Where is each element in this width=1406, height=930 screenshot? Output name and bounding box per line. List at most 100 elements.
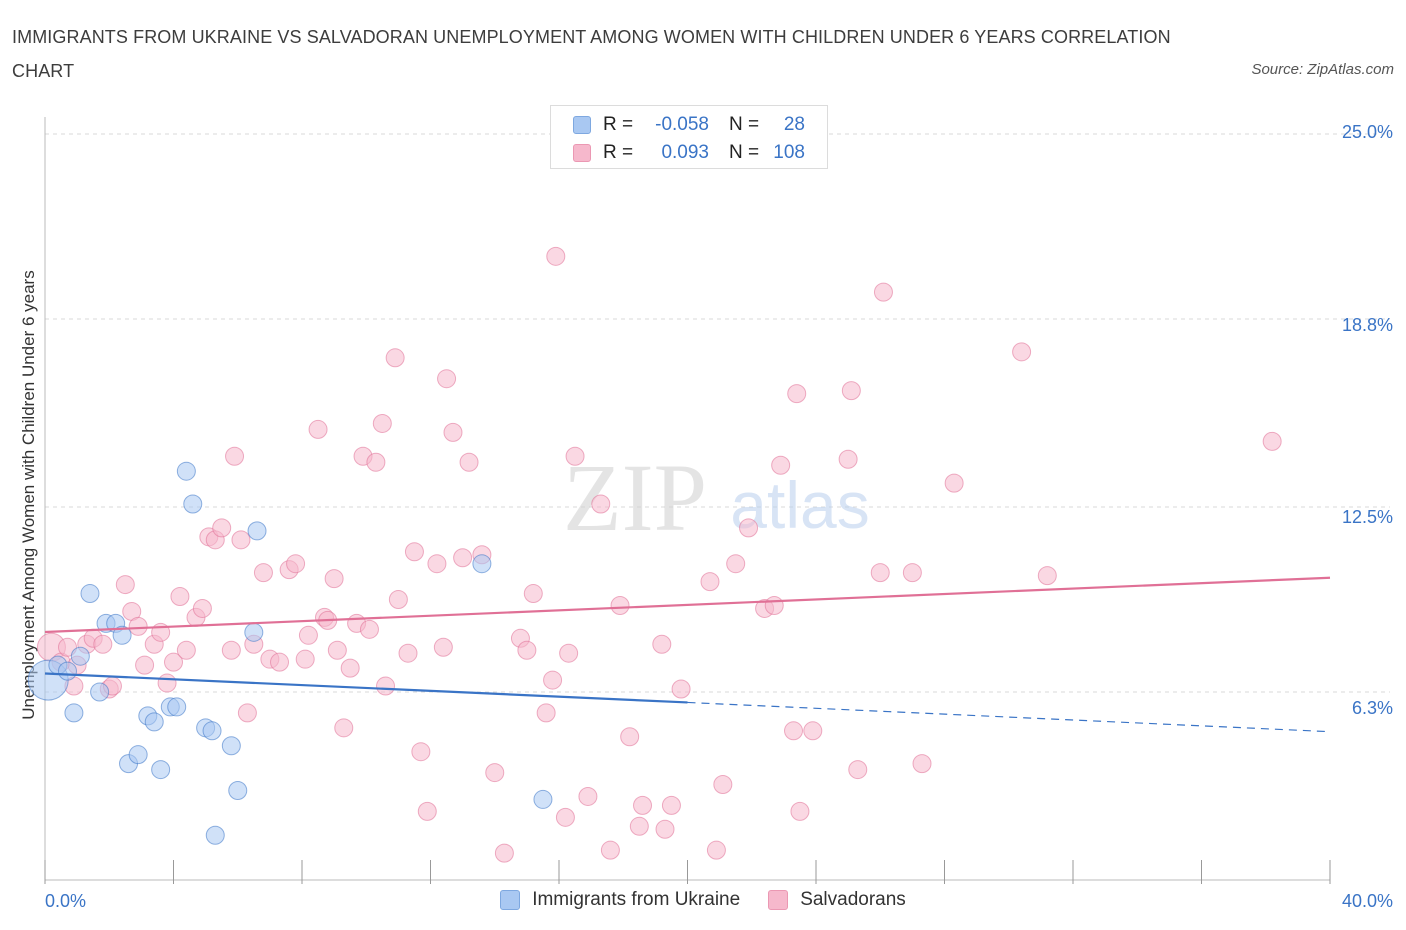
salvadorans-point — [298, 625, 318, 645]
chart-legend: Immigrants from Ukraine Salvadorans — [0, 889, 1406, 911]
legend-item-ukraine[interactable]: Immigrants from Ukraine — [500, 889, 740, 911]
legend-swatch-ukraine — [500, 890, 521, 910]
r-label: R = — [603, 114, 634, 135]
salvadorans-point — [494, 843, 514, 863]
salvadorans-point — [661, 795, 681, 815]
salvadorans-point — [366, 452, 386, 472]
salvadorans-point — [578, 786, 598, 806]
ukraine-point — [167, 697, 187, 717]
x-tick-label-min: 0.0% — [45, 891, 87, 911]
salvadorans-point — [404, 542, 424, 562]
n-value: 28 — [783, 114, 805, 135]
salvadorans-point — [873, 282, 893, 302]
ukraine-point — [221, 736, 241, 756]
salvadorans-point — [591, 494, 611, 514]
salvadorans-point — [411, 742, 431, 762]
salvadorans-point — [327, 640, 347, 660]
ukraine-point — [228, 780, 248, 800]
y-tick-label: 12.5% — [1341, 507, 1393, 527]
legend-item-salvadorans[interactable]: Salvadorans — [768, 889, 906, 911]
correlation-stats-box: R = -0.058 N = 28 R = 0.093 N = 108 — [550, 105, 828, 169]
salvadorans-point — [164, 652, 183, 672]
salvadorans-point — [633, 795, 653, 815]
ukraine-point — [112, 625, 132, 645]
salvadorans-point — [225, 446, 245, 466]
salvadorans-point — [838, 449, 858, 469]
salvadorans-point — [433, 637, 453, 657]
salvadorans-point — [1262, 431, 1282, 451]
source-note: Source: ZipAtlas.com — [1251, 61, 1394, 78]
r-value: -0.058 — [655, 114, 709, 135]
salvadorans-point — [706, 840, 726, 860]
ukraine-trend-extension — [687, 701, 1331, 733]
salvadorans-point — [157, 673, 177, 693]
chart-title: IMMIGRANTS FROM UKRAINE VS SALVADORAN UN… — [12, 27, 1171, 81]
salvadorans-point — [790, 801, 810, 821]
ukraine-point — [151, 760, 171, 780]
salvadorans-point — [610, 595, 630, 615]
ukraine-point — [128, 745, 148, 765]
ukraine-point — [57, 661, 77, 681]
ukraine-point — [176, 461, 196, 481]
ukraine-point — [247, 521, 267, 541]
ukraine-swatch — [573, 116, 591, 134]
legend-label: Immigrants from Ukraine — [532, 889, 741, 910]
salvadorans-point — [600, 840, 620, 860]
salvadorans-point — [295, 649, 315, 669]
salvadorans-point — [803, 721, 823, 741]
salvadorans-point — [784, 721, 804, 741]
salvadorans-point — [739, 518, 759, 538]
salvadorans-point — [443, 422, 463, 442]
n-label: N = — [729, 114, 760, 135]
salvadorans-point — [912, 754, 932, 774]
salvadorans-point — [771, 455, 791, 475]
ukraine-point — [183, 494, 203, 514]
salvadorans-point — [212, 518, 232, 538]
ukraine-point — [90, 682, 110, 702]
watermark-zip: ZIP — [563, 444, 707, 551]
salvadorans-point — [655, 819, 675, 839]
x-tick-label-max: 40.0% — [1341, 891, 1393, 911]
salvadorans-point — [536, 703, 556, 723]
grid-lines — [45, 133, 1390, 693]
salvadorans-point — [944, 473, 964, 493]
ukraine-point — [70, 646, 90, 666]
salvadorans-swatch — [573, 144, 591, 162]
salvadorans-point — [555, 807, 575, 827]
salvadorans-point — [253, 563, 273, 583]
salvadorans-point — [523, 584, 543, 604]
salvadorans-point — [372, 413, 392, 433]
salvadorans-point — [176, 640, 196, 660]
salvadorans-point — [135, 655, 155, 675]
salvadorans-point — [340, 658, 360, 678]
salvadorans-point — [764, 595, 784, 615]
ukraine-trend-line — [44, 672, 688, 704]
legend-swatch-salvadorans — [768, 890, 789, 910]
salvadorans-points — [36, 246, 1282, 863]
ukraine-point — [144, 712, 164, 732]
salvadorans-point — [902, 563, 922, 583]
salvadorans-point — [115, 575, 135, 595]
salvadorans-point — [485, 763, 505, 783]
ukraine-points — [27, 461, 553, 845]
salvadorans-point — [334, 718, 354, 738]
salvadorans-point — [308, 419, 328, 439]
salvadorans-point — [192, 598, 212, 618]
ukraine-point — [533, 789, 553, 809]
trend-lines — [44, 576, 1331, 733]
y-tick-label: 25.0% — [1341, 122, 1393, 142]
salvadorans-point — [170, 587, 190, 607]
salvadorans-point — [359, 619, 379, 639]
n-value: 108 — [773, 142, 805, 163]
ukraine-point — [472, 554, 492, 574]
r-value: 0.093 — [661, 142, 709, 163]
salvadorans-point — [700, 572, 720, 592]
ukraine-point — [202, 721, 222, 741]
r-label: R = — [603, 142, 634, 163]
salvadorans-point — [270, 652, 290, 672]
ukraine-point — [80, 584, 100, 604]
salvadorans-point — [546, 246, 566, 266]
salvadorans-point — [398, 643, 418, 663]
ukraine-point — [205, 825, 225, 845]
